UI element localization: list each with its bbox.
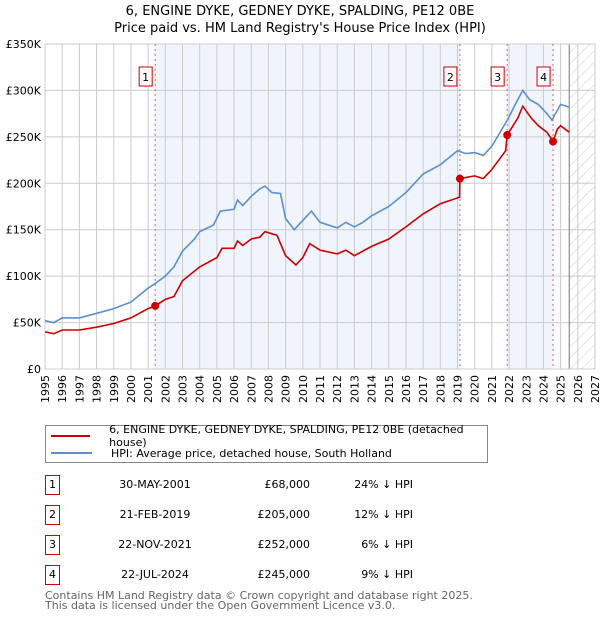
hpi-line [44,88,570,324]
x-tick-label: 2017 [417,375,430,403]
shaded-period [507,44,554,369]
x-tick-label: 2001 [142,375,155,403]
x-tick-label: 2019 [452,375,465,403]
sale-label-box [490,66,505,87]
y-tick-label: £0 [27,363,41,376]
chart-title: 6, ENGINE DYKE, GEDNEY DYKE, SPALDING, P… [125,4,475,19]
sale-label-box [443,66,458,87]
sale-point [455,174,464,183]
y-tick-label: £100K [6,270,42,283]
y-tick-label: £250K [6,131,42,144]
attribution-line: Contains HM Land Registry data © Crown c… [45,589,473,602]
x-tick-label: 2016 [400,375,413,403]
price-paid-line [44,104,570,335]
x-tick-label: 2000 [125,375,138,403]
sale-point [549,137,558,146]
y-tick-label: £350K [6,38,42,51]
sale-date: 22-NOV-2021 [118,538,192,551]
x-tick-label: 1997 [73,375,86,403]
sale-point [503,131,512,139]
x-tick-label: 2020 [469,375,482,403]
x-tick-label: 2022 [503,375,516,403]
sale-label-box [138,66,153,87]
x-tick-label: 2023 [520,375,533,403]
sale-label: 3 [494,71,501,84]
x-tick-label: 2012 [331,375,344,403]
plot-area: 1995 1996 1997 1998 1999 2000 2001 2002 2003 2004… [6,38,600,403]
shaded-period [155,44,460,369]
legend-label: 6, ENGINE DYKE, GEDNEY DYKE, SPALDING, P… [109,423,464,449]
x-tick-label: 2027 [589,375,600,403]
x-tick-label: 2010 [297,375,310,403]
x-tick-label: 1995 [39,375,52,403]
sale-price: £245,000 [257,568,311,581]
y-tick-label: £50K [13,317,42,330]
x-tick-label: 2003 [177,375,190,403]
x-tick-label: 1998 [91,375,104,403]
legend-item-hpi: HPI: Average price, detached house, Sout… [46,445,392,461]
sale-hpi-diff: 12% ↓ HPI [354,508,413,521]
x-tick-label: 2008 [262,375,275,403]
x-tick-label: 2011 [314,375,327,403]
sale-row: 3 22-NOV-2021 £252,000 6% ↓ HPI [45,535,445,555]
y-tick-label: £300K [6,84,42,97]
chart-subtitle: Price paid vs. HM Land Registry's House … [114,21,486,36]
sale-hpi-diff: 6% ↓ HPI [361,538,413,551]
y-tick-label: £150K [6,224,42,237]
x-tick-label: 2014 [366,375,379,403]
legend-label: HPI: Average price, detached house, Sout… [111,446,392,460]
sale-marker-label: 4 [45,565,60,585]
x-tick-label: 2006 [228,375,241,403]
sale-label-box [536,66,551,87]
x-tick-label: 2018 [434,375,447,403]
legend-swatch-red [51,435,91,437]
y-tick-label: £200K [6,177,42,190]
sale-marker-label: 2 [45,505,60,525]
x-tick-label: 1996 [56,375,69,403]
attribution: Contains HM Land Registry data © Crown c… [45,589,473,612]
sale-price: £252,000 [257,538,311,551]
x-tick-label: 1999 [108,375,121,403]
sale-date: 22-JUL-2024 [121,568,189,581]
sale-marker-label: 3 [45,535,60,555]
x-tick-label: 2002 [159,375,172,403]
sale-date: 21-FEB-2019 [119,508,191,521]
sale-row: 2 21-FEB-2019 £205,000 12% ↓ HPI [45,505,445,525]
x-tick-label: 2004 [194,375,207,403]
sale-row: 4 22-JUL-2024 £245,000 9% ↓ HPI [45,565,445,585]
plot-border [44,43,596,370]
x-tick-label: 2005 [211,375,224,403]
sale-label: 1 [142,71,149,84]
x-tick-label: 2024 [537,375,550,403]
sale-marker-label: 1 [45,475,60,495]
sale-price: £205,000 [257,508,311,521]
x-tick-label: 2013 [348,375,361,403]
x-tick-label: 2025 [555,375,568,403]
sale-hpi-diff: 9% ↓ HPI [361,568,413,581]
x-tick-label: 2021 [486,375,499,403]
legend-item-property: 6, ENGINE DYKE, GEDNEY DYKE, SPALDING, P… [46,423,487,449]
sale-label: 4 [540,71,547,84]
sale-hpi-diff: 24% ↓ HPI [354,478,413,491]
sale-point [151,301,160,310]
sale-label: 2 [447,71,454,84]
sale-price: £68,000 [264,478,311,491]
sale-row: 1 30-MAY-2001 £68,000 24% ↓ HPI [45,475,445,495]
x-tick-label: 2015 [383,375,396,403]
x-tick-label: 2007 [245,375,258,403]
legend: 6, ENGINE DYKE, GEDNEY DYKE, SPALDING, P… [45,423,488,463]
forecast-hatch [569,44,595,369]
x-tick-label: 2009 [280,375,293,403]
x-tick-label: 2026 [572,375,585,403]
legend-swatch-blue [51,452,92,454]
attribution-line: This data is licensed under the Open Gov… [45,599,396,612]
sale-date: 30-MAY-2001 [119,478,191,491]
